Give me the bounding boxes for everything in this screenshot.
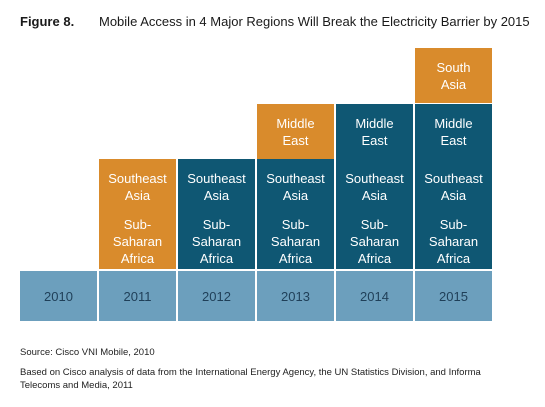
year-label-2014: 2014 — [336, 271, 413, 321]
year-label-2011: 2011 — [99, 271, 176, 321]
southeast-asia-cell-2015: Southeast Asia — [415, 159, 492, 214]
sub-saharan-africa-cell-2014: Sub- Saharan Africa — [336, 214, 413, 269]
middle-east-cell-2014: Middle East — [336, 104, 413, 159]
middle-east-cell-2013: Middle East — [257, 104, 334, 159]
figure-caption: Mobile Access in 4 Major Regions Will Br… — [99, 14, 530, 29]
southeast-asia-cell-2012: Southeast Asia — [178, 159, 255, 214]
sub-saharan-africa-cell-2011: Sub- Saharan Africa — [99, 214, 176, 269]
analysis-note: Based on Cisco analysis of data from the… — [20, 367, 481, 391]
southeast-asia-cell-2013: Southeast Asia — [257, 159, 334, 214]
year-label-2015: 2015 — [415, 271, 492, 321]
figure-number: Figure 8. — [20, 14, 75, 29]
sub-saharan-africa-cell-2012: Sub- Saharan Africa — [178, 214, 255, 269]
year-label-2010: 2010 — [20, 271, 97, 321]
sub-saharan-africa-cell-2015: Sub- Saharan Africa — [415, 214, 492, 269]
southeast-asia-cell-2014: Southeast Asia — [336, 159, 413, 214]
figure-title: Figure 8. Mobile Access in 4 Major Region… — [20, 14, 530, 29]
middle-east-cell-2015: Middle East — [415, 104, 492, 159]
year-label-2013: 2013 — [257, 271, 334, 321]
year-label-2012: 2012 — [178, 271, 255, 321]
south-asia-cell-2015: South Asia — [415, 48, 492, 103]
source-note: Source: Cisco VNI Mobile, 2010 — [20, 347, 155, 358]
southeast-asia-cell-2011: Southeast Asia — [99, 159, 176, 214]
sub-saharan-africa-cell-2013: Sub- Saharan Africa — [257, 214, 334, 269]
